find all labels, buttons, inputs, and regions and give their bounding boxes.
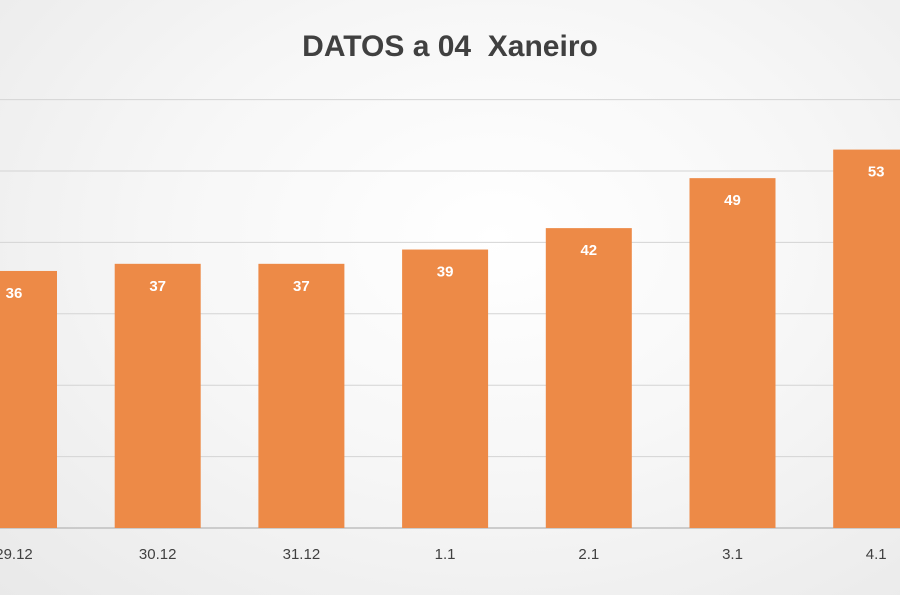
bar-29.12 — [0, 270, 57, 528]
data-label-3.1: 49 — [724, 192, 741, 209]
x-tick-2.1: 2.1 — [578, 546, 599, 563]
bar-4.1 — [833, 149, 900, 528]
x-tick-4.1: 4.1 — [866, 546, 887, 563]
data-label-2.1: 42 — [580, 242, 597, 259]
bar-31.12 — [258, 263, 345, 528]
x-tick-30.12: 30.12 — [139, 546, 177, 563]
data-label-29.12: 36 — [6, 285, 23, 302]
bar-30.12 — [114, 263, 201, 528]
chart-title: DATOS a 04 Xaneiro — [302, 30, 598, 63]
x-axis-tick-labels: 29.12 30.12 31.12 1.1 2.1 3.1 4.1 — [0, 546, 887, 563]
data-label-1.1: 39 — [437, 264, 454, 281]
x-tick-31.12: 31.12 — [283, 546, 321, 563]
bar-1.1 — [402, 249, 489, 529]
bars — [0, 149, 900, 529]
x-tick-3.1: 3.1 — [722, 546, 743, 563]
bar-3.1 — [689, 178, 776, 528]
bar-2.1 — [545, 228, 632, 528]
data-label-30.12: 37 — [149, 278, 166, 295]
data-labels: 36 37 37 39 42 49 53 — [6, 164, 885, 302]
data-label-4.1: 53 — [868, 164, 885, 181]
x-tick-29.12: 29.12 — [0, 546, 33, 563]
data-label-31.12: 37 — [293, 278, 310, 295]
x-tick-1.1: 1.1 — [435, 546, 456, 563]
